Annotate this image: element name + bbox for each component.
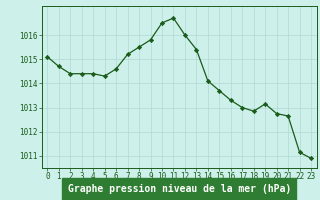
X-axis label: Graphe pression niveau de la mer (hPa): Graphe pression niveau de la mer (hPa) [68,184,291,194]
